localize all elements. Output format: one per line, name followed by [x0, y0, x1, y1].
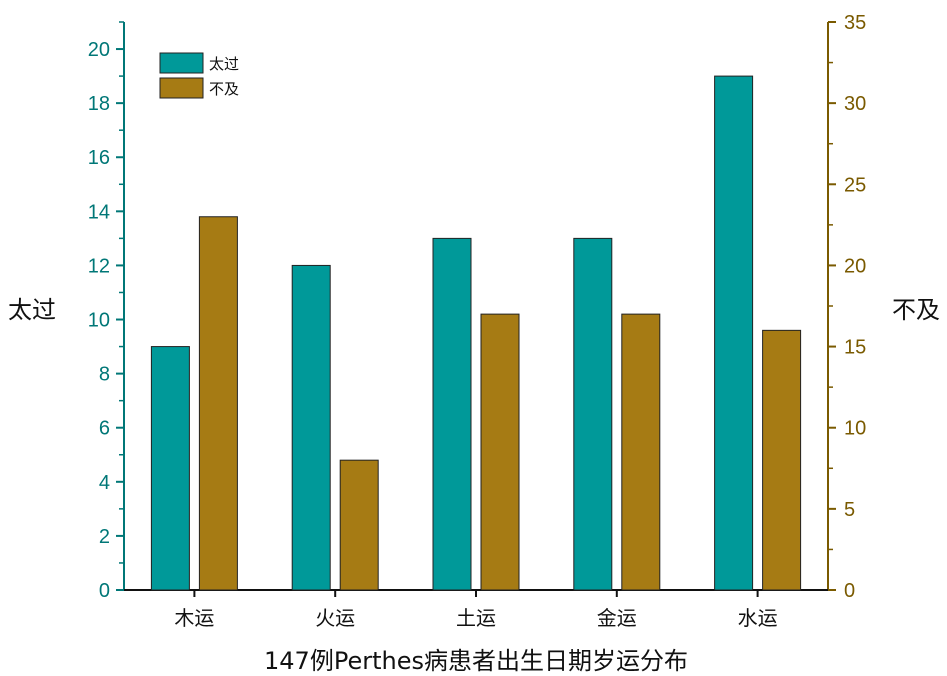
bar-buji	[339, 459, 379, 591]
bar-buji	[480, 313, 520, 591]
right-y-axis: 0 5 10 15 20 25 30 35	[827, 12, 866, 602]
legend-swatch-buji	[159, 77, 204, 99]
bar-taiguo	[150, 346, 190, 591]
x-tick-label: 土运	[456, 606, 496, 630]
left-tick-label: 4	[99, 472, 110, 494]
right-tick-label: 0	[844, 580, 855, 602]
bars	[150, 75, 802, 591]
bar-buji	[762, 329, 802, 591]
legend: 太过 不及	[159, 52, 239, 99]
bar-taiguo	[432, 237, 472, 591]
x-tick-label: 火运	[315, 606, 355, 630]
bar-buji	[198, 216, 238, 591]
right-tick-label: 30	[844, 93, 866, 115]
x-axis-title: 147例Perthes病患者出生日期岁运分布	[264, 647, 688, 675]
right-tick-label: 5	[844, 499, 855, 521]
right-tick-label: 10	[844, 418, 866, 440]
left-tick-label: 20	[88, 39, 110, 61]
left-tick-label: 10	[88, 310, 110, 332]
bar-taiguo	[714, 75, 754, 591]
left-y-axis: 0 2 4 6 8 10 12 14 16 18 20	[88, 21, 125, 602]
x-axis: 木运 火运 土运 金运 水运	[124, 589, 828, 630]
legend-swatch-taiguo	[159, 52, 204, 74]
x-tick-label: 水运	[738, 606, 778, 630]
right-tick-label: 25	[844, 174, 866, 196]
right-tick-label: 35	[844, 12, 866, 34]
left-tick-label: 6	[99, 418, 110, 440]
left-axis-title: 太过	[8, 296, 56, 324]
x-tick-label: 木运	[174, 606, 214, 630]
left-tick-label: 18	[88, 93, 110, 115]
right-tick-label: 20	[844, 255, 866, 277]
bar-taiguo	[291, 264, 331, 591]
bar-taiguo	[573, 237, 613, 591]
right-axis-title: 不及	[892, 296, 940, 324]
left-tick-label: 2	[99, 526, 110, 548]
left-tick-label: 14	[88, 201, 110, 223]
bar-buji	[621, 313, 661, 591]
right-tick-label: 15	[844, 337, 866, 359]
legend-label-buji: 不及	[209, 80, 239, 98]
legend-label-taiguo: 太过	[209, 55, 239, 73]
x-tick-label: 金运	[597, 606, 637, 630]
left-tick-label: 0	[99, 580, 110, 602]
left-tick-label: 16	[88, 147, 110, 169]
left-tick-label: 8	[99, 364, 110, 386]
left-tick-label: 12	[88, 255, 110, 277]
